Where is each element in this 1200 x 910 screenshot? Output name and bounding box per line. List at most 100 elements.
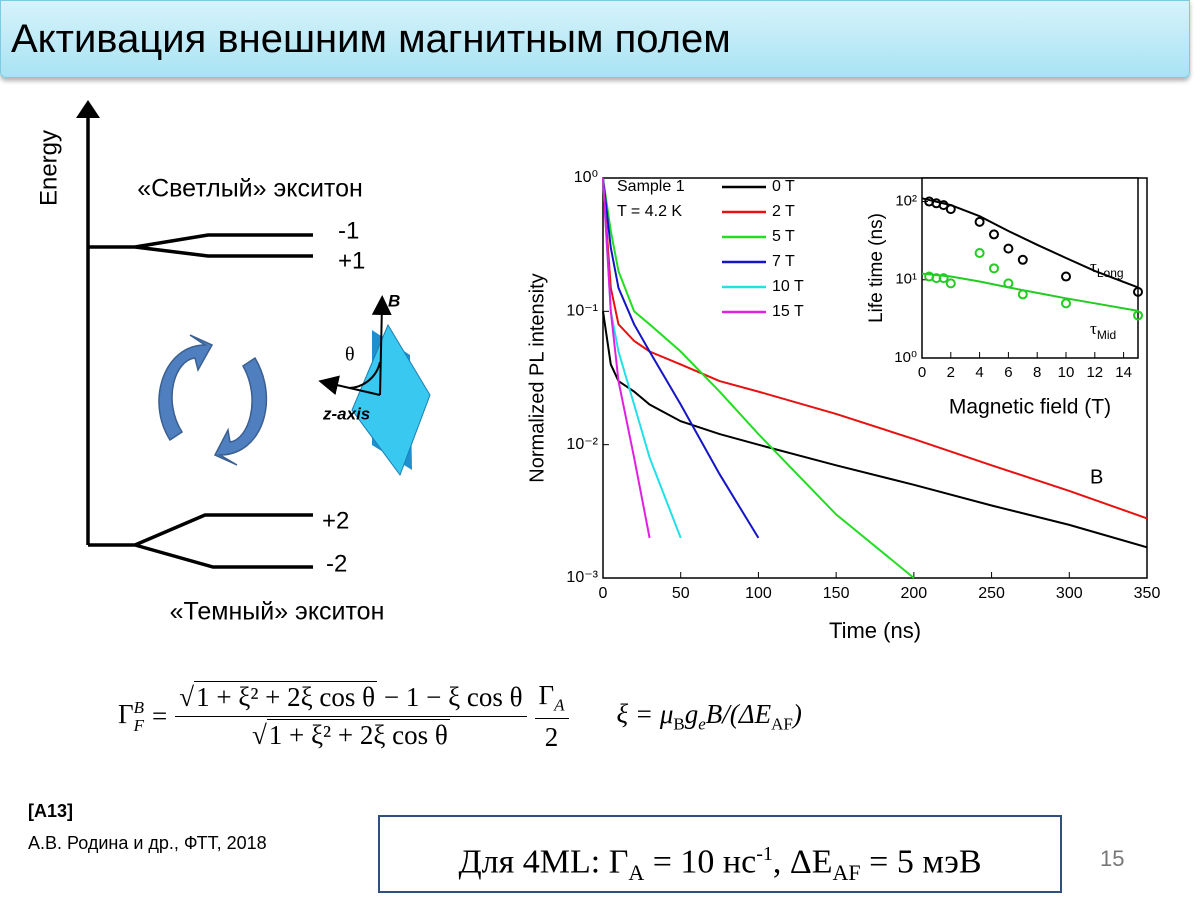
y-axis-label: Life time (ns)	[866, 213, 887, 323]
series-label-symbol: τ	[1090, 257, 1097, 276]
level-label: -2	[326, 550, 347, 577]
x-tick-label: 6	[1004, 364, 1012, 381]
x-tick-label: 14	[1115, 364, 1132, 381]
series-label-symbol: τ	[1090, 319, 1097, 338]
x-tick-label: 0	[599, 585, 608, 602]
legend-label: 5 T	[772, 228, 795, 245]
annotation: T = 4.2 K	[617, 203, 682, 220]
param-part: , ΔE	[772, 843, 833, 881]
formula-part: e	[698, 714, 706, 734]
decay-curve	[602, 177, 760, 539]
legend-label: 0 T	[772, 178, 795, 195]
formula-part: B	[673, 714, 685, 734]
x-tick-label: 10	[1058, 364, 1075, 381]
annotation: Sample 1	[617, 178, 685, 195]
x-tick-label: 350	[1134, 585, 1161, 602]
x-tick-label: 0	[918, 364, 926, 381]
y-tick-label: 10²	[895, 193, 917, 210]
param-part: Для 4ML: Γ	[458, 843, 629, 881]
data-point	[1003, 278, 1014, 289]
data-point	[938, 273, 949, 284]
bright-label: «Светлый» экситон	[137, 175, 363, 203]
reference: [A13] А.В. Родина и др., ФТТ, 2018	[28, 795, 267, 859]
formula-part: )	[792, 699, 802, 729]
x-tick-label: 2	[947, 364, 955, 381]
series-label: τMid	[1090, 319, 1116, 342]
x-tick-label: 200	[901, 585, 928, 602]
formula-part: 2	[544, 722, 559, 753]
formula-part: F	[133, 715, 144, 735]
decay-curve	[602, 177, 915, 579]
series-label: τLong	[1090, 257, 1124, 280]
formula-part: ξ = μ	[616, 699, 674, 729]
level-label: -1	[338, 217, 359, 244]
y-tick-label: 10⁰	[574, 169, 598, 186]
formula-part: 1 + ξ² + 2ξ cos θ	[194, 681, 378, 713]
decay-curve	[602, 177, 1148, 520]
data-point	[1061, 298, 1071, 309]
x-tick-label: 300	[1056, 585, 1083, 602]
angle-label: θ	[345, 344, 355, 366]
y-tick-label: 10⁰	[894, 349, 917, 366]
param-part: AF	[832, 860, 861, 886]
cycle-arrows	[158, 334, 268, 466]
data-point	[945, 204, 956, 215]
data-point	[1003, 243, 1014, 254]
data-point	[1061, 271, 1071, 282]
data-point	[974, 247, 985, 258]
axis-arrow	[76, 100, 100, 118]
x-axis-label: Magnetic field (T)	[949, 396, 1111, 419]
legend-label: 15 T	[772, 303, 804, 320]
x-tick-label: 150	[823, 585, 850, 602]
energy-levels	[86, 112, 313, 569]
reference-tag: [A13]	[28, 801, 74, 821]
data-point	[989, 229, 999, 240]
data-point	[1017, 254, 1028, 265]
data-point	[974, 216, 985, 227]
page-number: 15	[1100, 846, 1125, 871]
dark-label: «Темный» экситон	[170, 598, 385, 626]
series-label-sub: Long	[1097, 266, 1124, 280]
annotation: B	[1090, 466, 1103, 488]
legend-label: 10 T	[772, 278, 804, 295]
platelet	[318, 295, 431, 477]
data-point	[1133, 310, 1143, 321]
y-tick-label: 10⁻³	[566, 569, 598, 586]
legend-label: 7 T	[772, 253, 795, 270]
y-tick-label: 10⁻²	[566, 436, 598, 453]
y-tick-label: 10¹	[895, 271, 917, 288]
x-tick-label: 4	[975, 364, 983, 381]
data-point	[1133, 286, 1143, 297]
param-part: = 5 мэВ	[860, 843, 982, 881]
data-point	[945, 278, 956, 289]
fit-line	[921, 197, 1139, 289]
x-tick-label: 100	[745, 585, 772, 602]
parameters-box: Для 4ML: ΓA = 10 нс-1, ΔEAF = 5 мэВ	[378, 815, 1062, 893]
x-axis-label: Time (ns)	[829, 618, 921, 643]
param-part: -1	[756, 843, 773, 865]
formula-part: B/(ΔE	[705, 699, 772, 729]
level-label: +1	[338, 247, 365, 274]
formula-part: 1 + ξ² + 2ξ cos θ	[266, 719, 450, 751]
formula-part: B	[133, 697, 144, 717]
decay-curve	[602, 177, 651, 539]
x-tick-label: 50	[672, 585, 690, 602]
formula-part: =	[152, 701, 168, 732]
data-point	[1017, 289, 1028, 300]
axis-name: z-axis	[322, 404, 370, 423]
legend-label: 2 T	[772, 203, 795, 220]
x-tick-label: 12	[1086, 364, 1103, 381]
field-label: B	[388, 291, 400, 310]
level-label: +2	[322, 507, 349, 534]
formula-part: A	[554, 695, 565, 715]
formula-part: g	[684, 699, 699, 729]
reference-text: А.В. Родина и др., ФТТ, 2018	[28, 833, 267, 853]
formula-part: AF	[771, 714, 793, 734]
x-tick-label: 8	[1033, 364, 1041, 381]
data-point	[938, 200, 949, 211]
formula-part: Γ	[538, 680, 555, 710]
x-tick-label: 250	[978, 585, 1005, 602]
